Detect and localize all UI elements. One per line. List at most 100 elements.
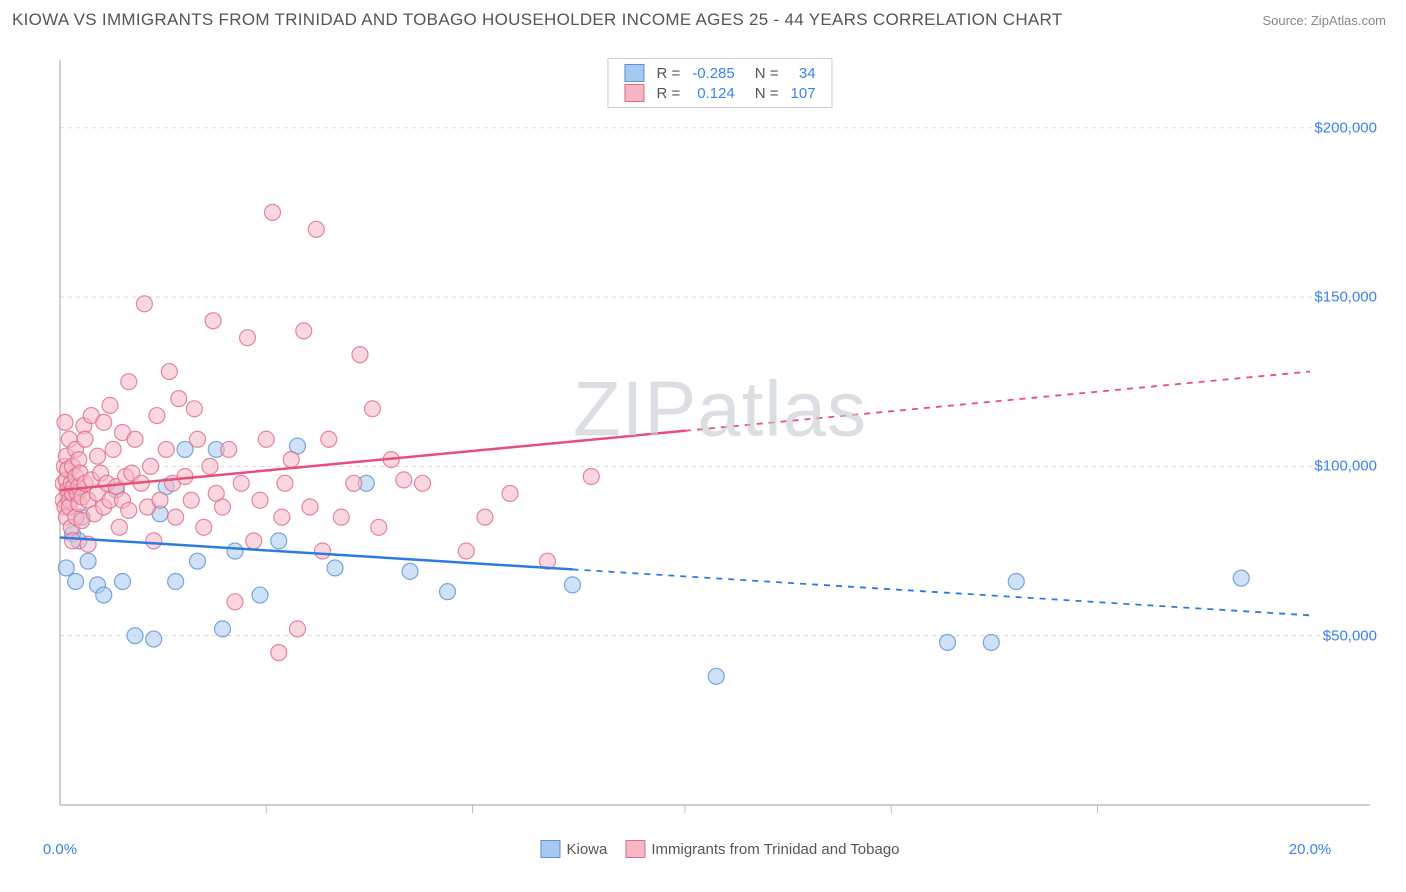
x-tick-label: 0.0% [43, 841, 77, 858]
data-point [440, 584, 456, 600]
data-point [327, 560, 343, 576]
chart-area: Householder Income Ages 25 - 44 years ZI… [55, 50, 1385, 830]
r-label: R = [650, 83, 686, 103]
r-value: -0.285 [686, 63, 741, 83]
legend-swatch-icon [625, 840, 645, 858]
data-point [271, 533, 287, 549]
r-label: R = [650, 63, 686, 83]
data-point [565, 577, 581, 593]
data-point [205, 313, 221, 329]
data-point [227, 594, 243, 610]
data-point [105, 441, 121, 457]
data-point [158, 441, 174, 457]
data-point [127, 628, 143, 644]
data-point [215, 499, 231, 515]
data-point [149, 408, 165, 424]
data-point [277, 475, 293, 491]
y-tick-label: $200,000 [1314, 119, 1377, 136]
correlation-legend: R =-0.285N =34R =0.124N =107 [607, 58, 832, 108]
data-point [221, 441, 237, 457]
data-point [308, 221, 324, 237]
data-point [168, 574, 184, 590]
data-point [102, 397, 118, 413]
data-point [58, 560, 74, 576]
y-tick-label: $150,000 [1314, 289, 1377, 306]
data-point [186, 401, 202, 417]
data-point [202, 458, 218, 474]
series-legend: Kiowa Immigrants from Trinidad and Tobago [540, 840, 899, 858]
n-label: N = [741, 63, 785, 83]
legend-label: Immigrants from Trinidad and Tobago [651, 841, 899, 858]
n-label: N = [741, 83, 785, 103]
data-point [68, 574, 84, 590]
n-value: 34 [785, 63, 822, 83]
legend-item: Immigrants from Trinidad and Tobago [625, 840, 899, 858]
data-point [402, 563, 418, 579]
data-point [315, 543, 331, 559]
data-point [77, 431, 93, 447]
data-point [274, 509, 290, 525]
data-point [302, 499, 318, 515]
data-point [190, 553, 206, 569]
data-point [396, 472, 412, 488]
data-point [146, 533, 162, 549]
data-point [458, 543, 474, 559]
data-point [290, 621, 306, 637]
data-point [161, 364, 177, 380]
data-point [258, 431, 274, 447]
data-point [983, 634, 999, 650]
data-point [233, 475, 249, 491]
legend-item: Kiowa [540, 840, 607, 858]
data-point [111, 519, 127, 535]
legend-row: R =0.124N =107 [618, 83, 821, 103]
data-point [115, 574, 131, 590]
data-point [265, 204, 281, 220]
data-point [252, 492, 268, 508]
data-point [240, 330, 256, 346]
n-value: 107 [785, 83, 822, 103]
data-point [346, 475, 362, 491]
data-point [121, 374, 137, 390]
legend-label: Kiowa [566, 841, 607, 858]
data-point [502, 485, 518, 501]
data-point [90, 448, 106, 464]
legend-row: R =-0.285N =34 [618, 63, 821, 83]
data-point [283, 452, 299, 468]
data-point [246, 533, 262, 549]
data-point [196, 519, 212, 535]
y-tick-label: $50,000 [1323, 627, 1377, 644]
x-tick-label: 20.0% [1289, 841, 1332, 858]
data-point [708, 668, 724, 684]
data-point [1233, 570, 1249, 586]
data-point [271, 645, 287, 661]
data-point [940, 634, 956, 650]
data-point [333, 509, 349, 525]
legend-swatch-icon [624, 64, 644, 82]
data-point [171, 391, 187, 407]
data-point [215, 621, 231, 637]
chart-title: KIOWA VS IMMIGRANTS FROM TRINIDAD AND TO… [12, 10, 1063, 30]
data-point [352, 347, 368, 363]
data-point [65, 533, 81, 549]
data-point [321, 431, 337, 447]
data-point [146, 631, 162, 647]
data-point [477, 509, 493, 525]
data-point [136, 296, 152, 312]
source-attribution: Source: ZipAtlas.com [1262, 13, 1386, 28]
scatter-plot [55, 50, 1385, 830]
data-point [371, 519, 387, 535]
data-point [152, 492, 168, 508]
data-point [415, 475, 431, 491]
data-point [365, 401, 381, 417]
data-point [96, 587, 112, 603]
y-tick-label: $100,000 [1314, 458, 1377, 475]
data-point [127, 431, 143, 447]
data-point [296, 323, 312, 339]
data-point [190, 431, 206, 447]
data-point [121, 502, 137, 518]
data-point [1008, 574, 1024, 590]
legend-swatch-icon [540, 840, 560, 858]
data-point [96, 414, 112, 430]
legend-swatch-icon [624, 84, 644, 102]
data-point [143, 458, 159, 474]
